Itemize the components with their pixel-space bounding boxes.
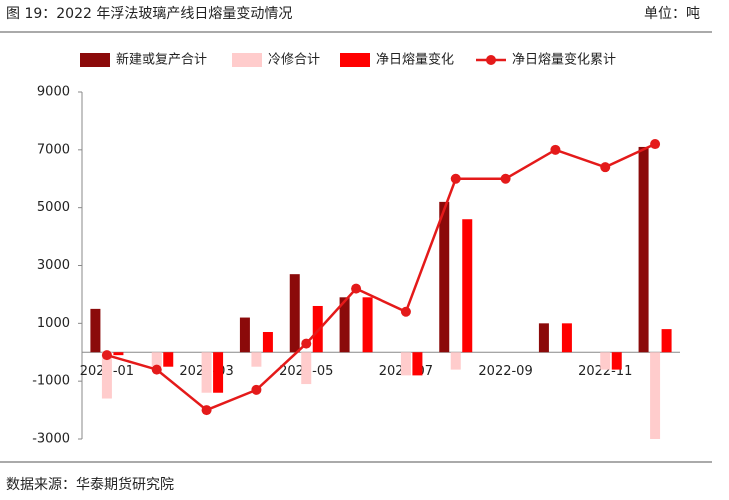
y-tick-label: 3000 [37, 258, 70, 273]
y-tick-label: 9000 [37, 85, 70, 100]
bar [239, 317, 250, 353]
bar [561, 323, 572, 353]
bar [600, 352, 611, 370]
line-marker [500, 173, 511, 184]
bar [113, 352, 124, 356]
bar [611, 352, 622, 370]
x-tick-label: 2022-09 [478, 364, 532, 379]
bar [450, 352, 461, 370]
bar [339, 297, 350, 353]
line-marker [600, 162, 611, 173]
bar [213, 352, 224, 393]
bar [101, 352, 112, 399]
legend-swatch [232, 53, 262, 67]
line-marker [151, 364, 162, 375]
y-tick-label: 5000 [37, 200, 70, 215]
y-tick-label: -1000 [32, 374, 70, 389]
bar [289, 274, 300, 353]
bar [638, 146, 649, 353]
y-tick-label: 1000 [37, 316, 70, 331]
bar [412, 352, 423, 376]
unit: 单位：吨 [644, 6, 700, 22]
line-marker [201, 405, 212, 416]
line-marker [101, 350, 112, 361]
legend-swatch [486, 55, 496, 65]
source: 数据来源：华泰期货研究院 [6, 476, 174, 493]
bar [163, 352, 174, 367]
bar [661, 329, 672, 353]
bar [151, 352, 162, 367]
line [106, 142, 656, 412]
line-marker [450, 173, 461, 184]
legend-label: 净日熔量变化累计 [512, 52, 616, 68]
bar [251, 352, 262, 367]
title: 图 19：2022 年浮法玻璃产线日熔量变动情况 [6, 5, 292, 22]
legend-label: 新建或复产合计 [116, 52, 207, 68]
bar [538, 323, 549, 353]
bar [362, 297, 373, 353]
legend-label: 净日熔量变化 [376, 52, 454, 68]
y-tick-label: -3000 [32, 432, 70, 447]
line-marker [550, 144, 561, 155]
legend-swatch [340, 53, 370, 67]
bar [301, 352, 312, 385]
bar [201, 352, 212, 393]
line-marker [301, 338, 312, 349]
legend-label: 冷修合计 [268, 53, 320, 68]
bar [650, 352, 661, 439]
bar [462, 219, 473, 353]
line-marker [400, 306, 411, 317]
bar [262, 332, 273, 353]
y-tick-label: 7000 [37, 142, 70, 157]
bar [439, 201, 450, 353]
bar [400, 352, 411, 376]
line-marker [251, 384, 262, 395]
bar [90, 308, 101, 353]
legend-swatch [80, 53, 110, 67]
line-marker [351, 283, 362, 294]
line-marker [650, 139, 661, 150]
